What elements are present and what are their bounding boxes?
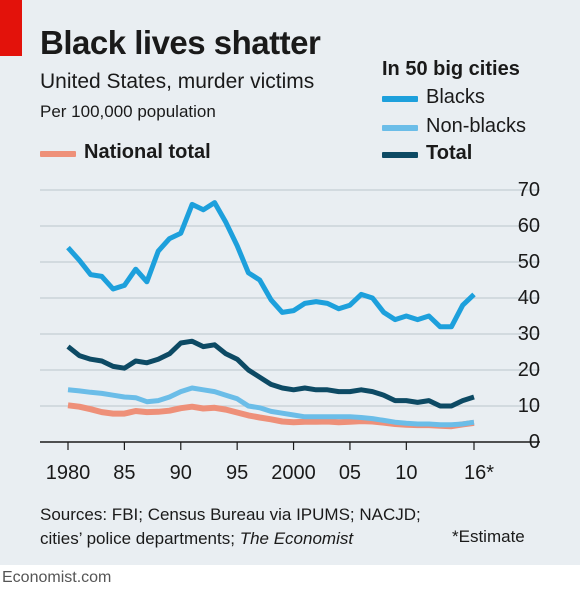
- x-tick-label: 05: [339, 462, 361, 484]
- legend-label-non-blacks: Non-blacks: [426, 115, 527, 137]
- y-tick-label: 30: [518, 323, 540, 345]
- x-tick-label: 1980: [46, 462, 91, 484]
- sources-italic: The Economist: [239, 529, 354, 548]
- y-tick-label: 20: [518, 359, 540, 381]
- series-lines: [66, 200, 476, 430]
- chart-unit: Per 100,000 population: [40, 102, 216, 121]
- x-tick-label: 85: [113, 462, 135, 484]
- legend-label-total: Total: [426, 142, 473, 164]
- chart-subtitle: United States, murder victims: [40, 70, 315, 93]
- y-tick-label: 50: [518, 251, 540, 273]
- y-tick-label: 10: [518, 395, 540, 417]
- x-tick-label: 2000: [271, 462, 316, 484]
- brand-red-bar: [0, 0, 22, 56]
- x-tick-labels: 1980 85 90 95 2000 05 10 16*: [46, 462, 494, 484]
- estimate-note: *Estimate: [452, 527, 525, 546]
- x-tick-label: 10: [395, 462, 417, 484]
- series-line-total: [66, 338, 475, 409]
- legend-swatch-total: [382, 152, 418, 158]
- sources-text: Sources: FBI; Census Bureau via IPUMS; N…: [40, 505, 421, 548]
- series-line-blacks: [66, 200, 476, 330]
- y-tick-label: 70: [518, 179, 540, 201]
- x-tick-label: 16*: [464, 462, 494, 484]
- line-chart: 0 10 20 30 40 50 60 70 1980 85 90 95 2000 05 10 16*: [40, 179, 540, 484]
- series-line-non-blacks: [67, 385, 475, 428]
- legend-swatch-blacks: [382, 96, 418, 102]
- y-tick-label: 60: [518, 215, 540, 237]
- y-tick-label: 40: [518, 287, 540, 309]
- legend-label-blacks: Blacks: [426, 86, 485, 108]
- chart-title: Black lives shatter: [40, 24, 321, 61]
- y-tick-label: 0: [529, 431, 540, 453]
- x-tick-label: 90: [170, 462, 192, 484]
- footer-credit: Economist.com: [2, 569, 112, 586]
- legend-group-heading: In 50 big cities: [382, 58, 520, 80]
- legend-label-national-total: National total: [84, 141, 211, 163]
- y-tick-labels: 0 10 20 30 40 50 60 70: [518, 179, 540, 453]
- legend-swatch-national-total: [40, 151, 76, 157]
- x-tick-label: 95: [226, 462, 248, 484]
- sources-note: Sources: FBI; Census Bureau via IPUMS; N…: [40, 503, 460, 551]
- chart-panel: [0, 0, 580, 565]
- legend-swatch-non-blacks: [382, 125, 418, 131]
